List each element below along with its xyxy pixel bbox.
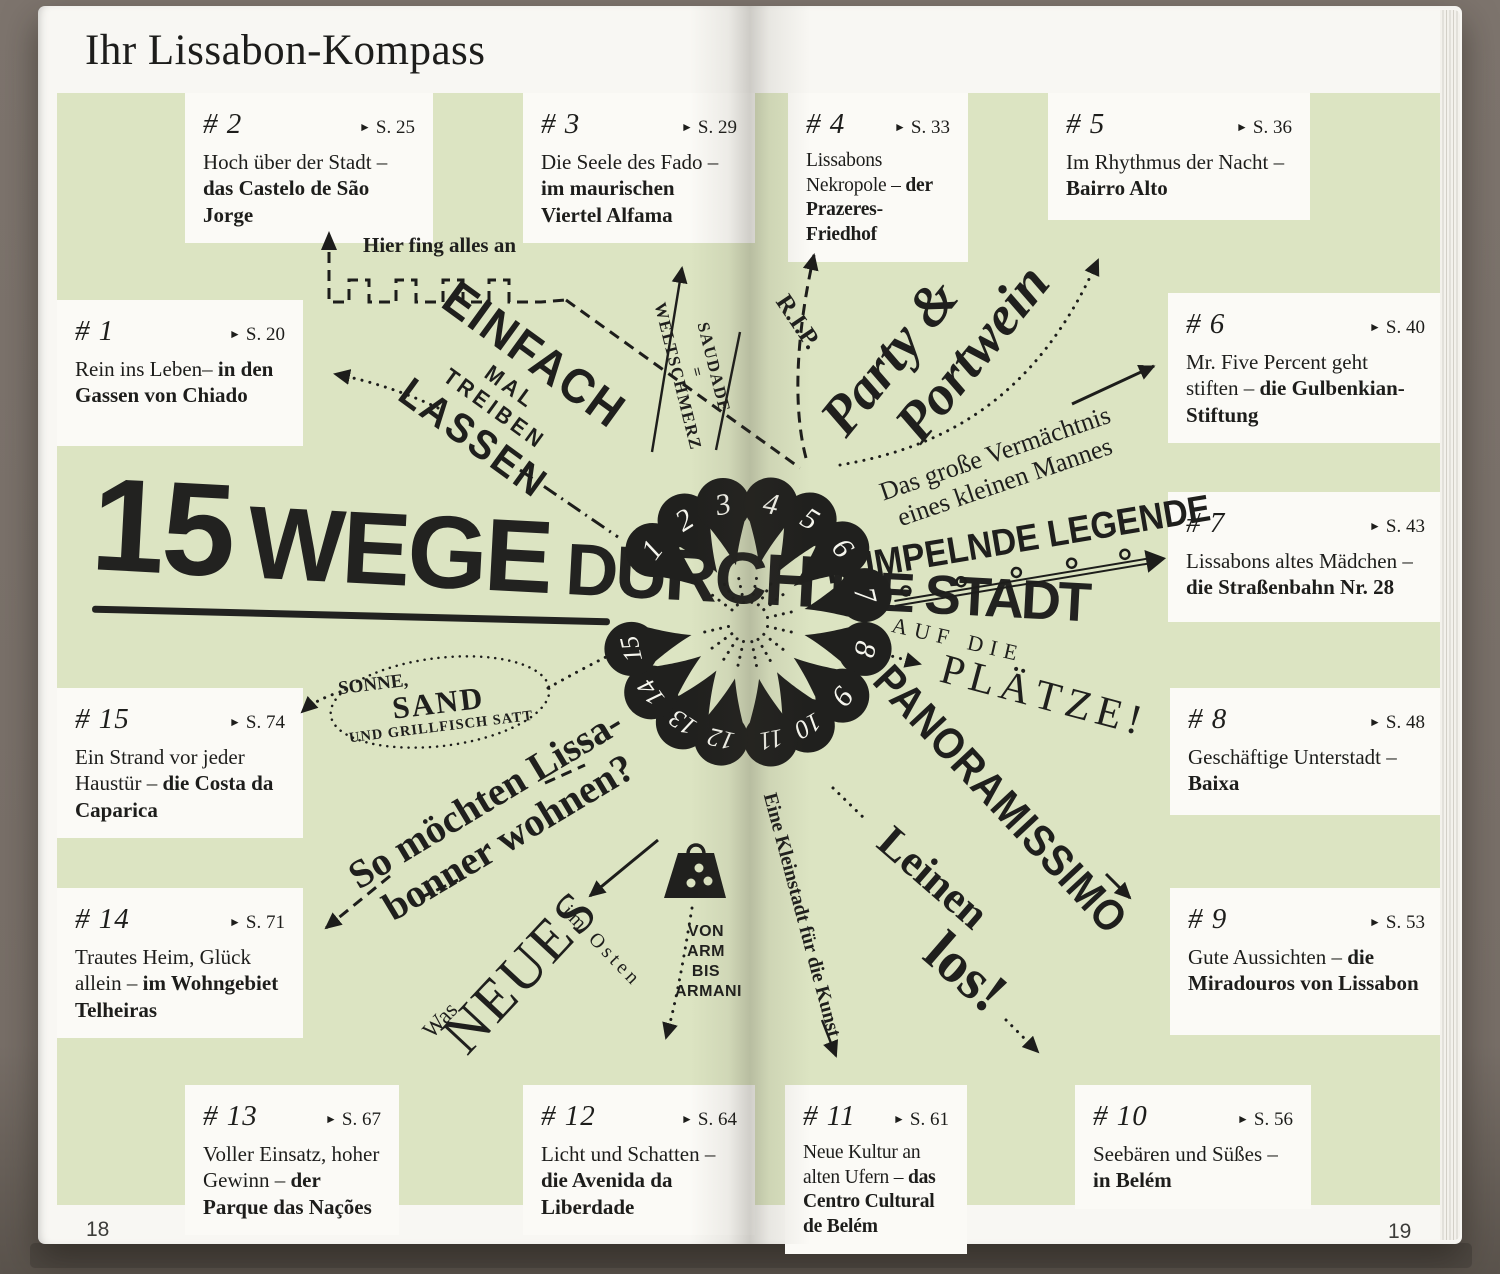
entry-box-6: # 6 ► S. 40 Mr. Five Percent geht stiften … [1168, 293, 1443, 444]
entry-box-8: # 8 ► S. 48 Geschäftige Unterstadt – Baixa [1170, 688, 1443, 815]
page-ref-arrow-icon: ► [229, 327, 241, 341]
page-ref-arrow-icon: ► [894, 120, 906, 134]
left-page-number: 18 [86, 1218, 110, 1241]
entry-box-1: # 1 ► S. 20 Rein ins Leben– in den Gassen … [57, 300, 303, 446]
entry-box-3: # 3 ► S. 29 Die Seele des Fado – im mauris… [523, 93, 755, 244]
page-ref-arrow-icon: ► [1369, 915, 1381, 929]
page-ref-arrow-icon: ► [1369, 320, 1381, 334]
page-ref-arrow-icon: ► [1369, 519, 1381, 533]
page-title: Ihr Lissabon-Kompass [85, 27, 486, 74]
entry-box-10: # 10 ► S. 56 Seebären und Süßes – in Belém [1075, 1085, 1311, 1209]
entry-box-4: # 4 ► S. 33 Lissabons Nekropole – der Praz… [788, 93, 968, 263]
page-ref-arrow-icon: ► [681, 1112, 693, 1126]
page-ref-arrow-icon: ► [229, 915, 241, 929]
page-ref-arrow-icon: ► [893, 1112, 905, 1126]
entry-box-14: # 14 ► S. 71 Trautes Heim, Glück allein – … [57, 888, 303, 1039]
page-ref-arrow-icon: ► [1236, 120, 1248, 134]
page-ref-arrow-icon: ► [681, 120, 693, 134]
page-stack-edge [1440, 10, 1460, 1240]
page-ref-arrow-icon: ► [359, 120, 371, 134]
label-hier-fing-alles-an: Hier fing alles an [363, 233, 517, 257]
entry-box-13: # 13 ► S. 67 Voller Einsatz, hoher Gewinn … [185, 1085, 399, 1236]
page-ref-arrow-icon: ► [1369, 715, 1381, 729]
label-von-arm-bis-armani: VON ARM BIS ARMANI [675, 923, 742, 1000]
page-ref-arrow-icon: ► [229, 715, 241, 729]
entry-box-12: # 12 ► S. 64 Licht und Schatten – die Aven… [523, 1085, 755, 1236]
page-ref-arrow-icon: ► [1237, 1112, 1249, 1126]
entry-box-7: # 7 ► S. 43 Lissabons altes Mädchen – die … [1168, 492, 1443, 622]
page-ref-arrow-icon: ► [325, 1112, 337, 1126]
entry-box-11: # 11 ► S. 61 Neue Kultur an alten Ufern – … [785, 1085, 967, 1255]
right-page-number: 19 [1388, 1220, 1412, 1243]
entry-box-2: # 2 ► S. 25 Hoch über der Stadt – das Cast… [185, 93, 433, 244]
entry-box-9: # 9 ► S. 53 Gute Aussichten – die Miradour… [1170, 888, 1443, 1035]
entry-box-5: # 5 ► S. 36 Im Rhythmus der Nacht – Bairro… [1048, 93, 1310, 220]
entry-box-15: # 15 ► S. 74 Ein Strand vor jeder Haustür … [57, 688, 303, 839]
book-base-shadow [30, 1243, 1472, 1268]
